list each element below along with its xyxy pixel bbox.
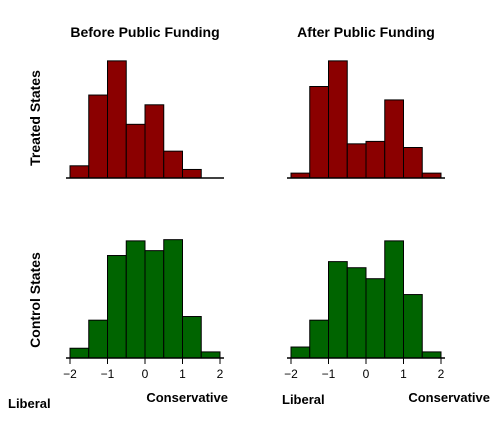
bar-treated-states-after-public-funding-4 xyxy=(365,140,386,179)
bar-treated-states-before-public-funding-5 xyxy=(163,150,183,179)
bar-control-states-after-public-funding-7 xyxy=(421,351,442,359)
bar-treated-states-after-public-funding-5 xyxy=(384,99,404,179)
bar-control-states-after-public-funding-3 xyxy=(346,267,367,359)
x-end-label-conservative-right: Conservative xyxy=(408,390,490,405)
bar-control-states-after-public-funding-1 xyxy=(309,319,329,359)
x-tick-label-control-states-before-public-funding-2: 2 xyxy=(217,367,224,381)
bar-control-states-after-public-funding-5 xyxy=(384,240,404,359)
x-tick-label-control-states-before-public-funding-1: 1 xyxy=(179,367,186,381)
x-tick-label-control-states-after-public-funding-0: 0 xyxy=(363,367,370,381)
row-label-control: Control States xyxy=(27,252,43,348)
x-tick-label-control-states-after-public-funding-1: 1 xyxy=(400,367,407,381)
bar-control-states-before-public-funding-0 xyxy=(69,347,90,359)
x-tick-label-control-states-after-public-funding-2: 2 xyxy=(438,367,445,381)
x-end-label-liberal-right: Liberal xyxy=(282,392,325,407)
panel-treated-states-before-public-funding xyxy=(66,60,224,179)
bar-treated-states-after-public-funding-2 xyxy=(328,60,348,179)
column-title-after: After Public Funding xyxy=(297,24,435,40)
bar-control-states-after-public-funding-6 xyxy=(403,294,423,359)
panels-group: −2 −1 0 1 2 −2 −1 0 1 2 xyxy=(63,60,445,381)
bar-treated-states-before-public-funding-4 xyxy=(144,104,165,179)
bar-treated-states-before-public-funding-6 xyxy=(182,168,202,179)
x-tick-label-control-states-before-public-funding-m2: −2 xyxy=(63,367,77,381)
bar-control-states-before-public-funding-2 xyxy=(107,255,127,359)
bar-control-states-after-public-funding-0 xyxy=(290,346,311,359)
panel-control-states-after-public-funding: −2 −1 0 1 2 xyxy=(284,240,445,381)
panel-control-states-before-public-funding: −2 −1 0 1 2 xyxy=(63,239,224,381)
x-end-label-liberal: Liberal xyxy=(8,396,51,411)
bar-treated-states-before-public-funding-1 xyxy=(88,94,108,179)
x-end-label-conservative: Conservative xyxy=(146,390,228,405)
bar-control-states-after-public-funding-4 xyxy=(365,278,386,359)
bar-treated-states-after-public-funding-1 xyxy=(309,86,329,179)
bar-treated-states-after-public-funding-6 xyxy=(403,147,423,179)
panel-treated-states-after-public-funding xyxy=(287,60,445,179)
bar-control-states-before-public-funding-1 xyxy=(88,319,108,359)
x-tick-label-control-states-before-public-funding-0: 0 xyxy=(142,367,149,381)
bar-treated-states-before-public-funding-3 xyxy=(125,123,146,179)
bar-control-states-before-public-funding-5 xyxy=(163,239,183,359)
bar-control-states-before-public-funding-3 xyxy=(125,240,146,359)
bar-control-states-before-public-funding-4 xyxy=(144,250,165,359)
bar-control-states-before-public-funding-7 xyxy=(200,351,221,359)
bar-control-states-before-public-funding-6 xyxy=(182,316,202,359)
bar-control-states-after-public-funding-2 xyxy=(328,261,348,359)
bar-treated-states-before-public-funding-0 xyxy=(69,165,90,179)
x-tick-label-control-states-before-public-funding-m1: −1 xyxy=(101,367,115,381)
x-tick-label-control-states-after-public-funding-m1: −1 xyxy=(322,367,336,381)
bar-treated-states-before-public-funding-2 xyxy=(107,60,127,179)
bar-treated-states-after-public-funding-3 xyxy=(346,143,367,179)
column-title-before: Before Public Funding xyxy=(70,24,219,40)
x-tick-label-control-states-after-public-funding-m2: −2 xyxy=(284,367,298,381)
row-label-treated: Treated States xyxy=(27,70,43,166)
